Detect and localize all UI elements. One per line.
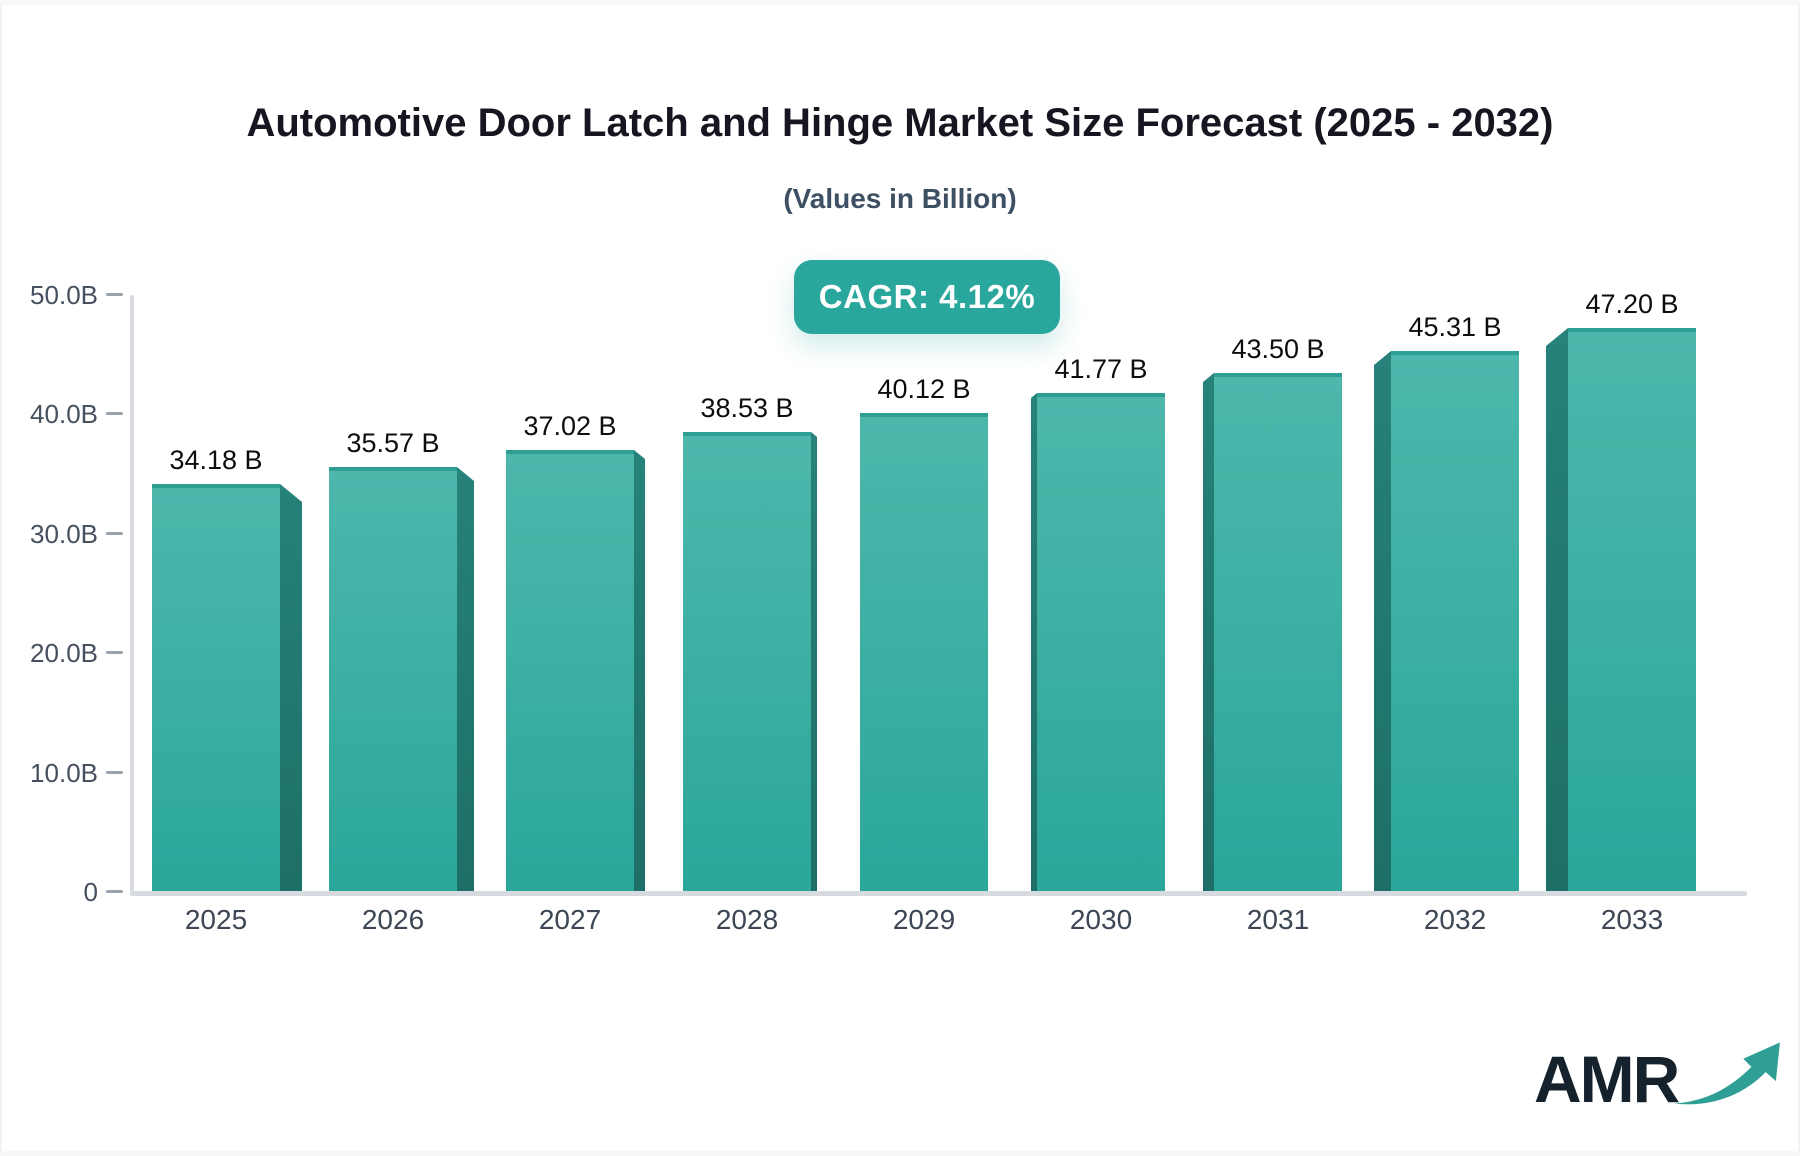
growth-arrow-icon bbox=[1674, 1042, 1780, 1105]
y-tick-mark bbox=[106, 890, 123, 893]
y-tick-label: 0 bbox=[83, 877, 98, 907]
bar-value-label: 41.77 B bbox=[1054, 354, 1148, 384]
bar-value-label: 35.57 B bbox=[346, 428, 440, 458]
bar-2029 bbox=[860, 413, 988, 892]
bar-side-face-2031 bbox=[1203, 373, 1214, 892]
x-tick-label: 2026 bbox=[361, 904, 425, 935]
y-tick-label: 20.0B bbox=[30, 638, 98, 669]
x-tick-label: 2028 bbox=[715, 904, 779, 935]
bar-side-face-2027 bbox=[634, 450, 645, 892]
x-tick-label: 2032 bbox=[1423, 904, 1487, 935]
bar-value-label: 40.12 B bbox=[877, 374, 971, 404]
bar-side-face-2026 bbox=[457, 467, 474, 892]
bar-value-label: 47.20 B bbox=[1585, 289, 1679, 319]
bar-2033 bbox=[1568, 328, 1696, 892]
x-tick-label: 2033 bbox=[1600, 904, 1664, 935]
bar-value-label: 43.50 B bbox=[1231, 334, 1325, 364]
cagr-badge-label: CAGR: 4.12% bbox=[818, 278, 1036, 315]
x-tick-label: 2027 bbox=[538, 904, 602, 935]
bar-side-face-2030 bbox=[1031, 393, 1037, 892]
x-tick-label: 2025 bbox=[184, 904, 248, 935]
bar-2027 bbox=[506, 450, 634, 892]
chart-subtitle: (Values in Billion) bbox=[783, 183, 1017, 214]
y-tick-mark bbox=[106, 412, 123, 416]
amr-logo-text: AMR bbox=[1534, 1042, 1680, 1116]
bar-2025 bbox=[152, 484, 280, 892]
x-tick-label: 2030 bbox=[1069, 904, 1133, 935]
bar-value-label: 34.18 B bbox=[169, 445, 263, 475]
x-tick-label: 2029 bbox=[892, 904, 956, 935]
amr-logo: AMR bbox=[1534, 1041, 1780, 1121]
bar-2032 bbox=[1391, 351, 1519, 892]
y-tick-mark bbox=[106, 293, 123, 296]
bar-2028 bbox=[683, 432, 811, 892]
cagr-badge: CAGR: 4.12% bbox=[794, 260, 1060, 334]
y-tick-label: 30.0B bbox=[30, 518, 98, 549]
bar-2031 bbox=[1214, 373, 1342, 892]
y-axis-line bbox=[130, 295, 134, 895]
bar-value-label: 38.53 B bbox=[700, 393, 794, 423]
x-tick-label: 2031 bbox=[1246, 904, 1310, 935]
bar-side-face-2028 bbox=[811, 432, 817, 892]
bar-value-label: 37.02 B bbox=[523, 411, 617, 441]
y-tick-mark bbox=[106, 531, 123, 535]
chart-title: Automotive Door Latch and Hinge Market S… bbox=[246, 101, 1554, 145]
bar-side-face-2032 bbox=[1374, 351, 1391, 892]
y-tick-mark bbox=[106, 651, 123, 655]
y-tick-mark bbox=[106, 770, 123, 774]
bar-side-face-2025 bbox=[280, 484, 302, 892]
bar-2030 bbox=[1037, 393, 1165, 892]
bar-value-label: 45.31 B bbox=[1408, 312, 1502, 342]
y-tick-label: 40.0B bbox=[30, 399, 98, 430]
bar-chart-plot: 50.0B 40.0B 30.0B 20.0B 10.0B 0 34.18 B 2025 35.… bbox=[2, 5, 1798, 1151]
y-tick-label: 50.0B bbox=[30, 280, 98, 310]
bar-2026 bbox=[329, 467, 457, 892]
y-tick-label: 10.0B bbox=[30, 757, 98, 788]
x-axis-line bbox=[130, 891, 1747, 896]
bar-side-face-2033 bbox=[1546, 328, 1568, 892]
